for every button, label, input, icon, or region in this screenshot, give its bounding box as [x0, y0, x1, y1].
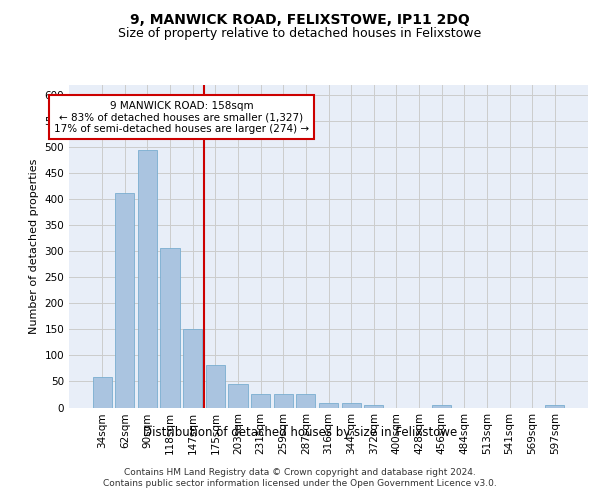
Bar: [364, 405, 383, 407]
Bar: [341, 404, 361, 407]
Text: 9, MANWICK ROAD, FELIXSTOWE, IP11 2DQ: 9, MANWICK ROAD, FELIXSTOWE, IP11 2DQ: [130, 12, 470, 26]
Bar: [274, 394, 293, 407]
Bar: [251, 394, 270, 407]
Bar: [92, 378, 112, 408]
Bar: [206, 365, 225, 408]
Text: Distribution of detached houses by size in Felixstowe: Distribution of detached houses by size …: [143, 426, 457, 439]
Bar: [229, 384, 248, 407]
Bar: [296, 394, 316, 407]
Bar: [183, 330, 202, 407]
Text: 9 MANWICK ROAD: 158sqm
← 83% of detached houses are smaller (1,327)
17% of semi-: 9 MANWICK ROAD: 158sqm ← 83% of detached…: [54, 100, 309, 134]
Bar: [545, 405, 565, 407]
Y-axis label: Number of detached properties: Number of detached properties: [29, 158, 39, 334]
Bar: [138, 150, 157, 407]
Bar: [115, 192, 134, 408]
Text: Size of property relative to detached houses in Felixstowe: Size of property relative to detached ho…: [118, 28, 482, 40]
Bar: [432, 405, 451, 407]
Bar: [160, 248, 180, 408]
Bar: [319, 404, 338, 407]
Text: Contains HM Land Registry data © Crown copyright and database right 2024.
Contai: Contains HM Land Registry data © Crown c…: [103, 468, 497, 487]
